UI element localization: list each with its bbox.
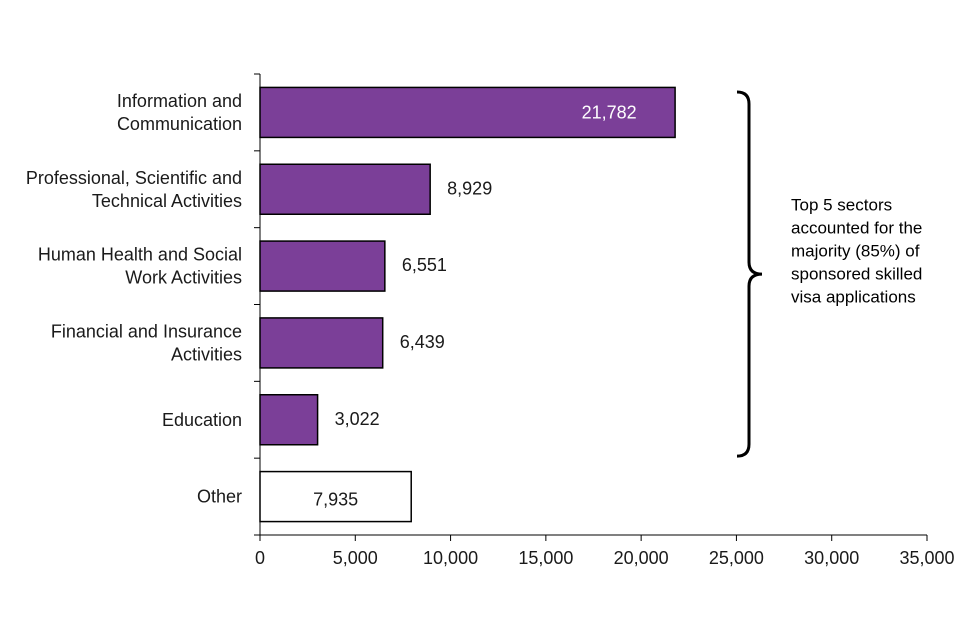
value-label-education: 3,022 xyxy=(335,409,380,429)
x-tick-label: 35,000 xyxy=(899,548,954,568)
value-label-professional-scientific-and-technical-activities: 8,929 xyxy=(447,178,492,198)
value-label-other: 7,935 xyxy=(313,490,358,510)
x-tick-label: 15,000 xyxy=(518,548,573,568)
category-label-human-health-and-social-work-activities: Human Health and Social Work Activities xyxy=(38,245,242,288)
x-tick-label: 25,000 xyxy=(709,548,764,568)
annotation-group: Top 5 sectors accounted for the majority (… xyxy=(736,90,922,458)
bars-group: 21,782 8,929 6,551 6,439 3,022 7,935 xyxy=(259,86,676,523)
curly-bracket xyxy=(736,90,763,458)
category-label-professional-scientific-and-technical-activities: Professional, Scientific and Technical Ac… xyxy=(26,168,242,211)
bar-human-health-and-social-work-activities xyxy=(259,240,386,292)
bar-professional-scientific-and-technical-activities xyxy=(259,163,431,215)
x-tick-label: 5,000 xyxy=(333,548,378,568)
bar-other xyxy=(259,470,412,523)
value-label-human-health-and-social-work-activities: 6,551 xyxy=(402,255,447,275)
x-tick-label: 10,000 xyxy=(423,548,478,568)
x-tick-label: 30,000 xyxy=(804,548,859,568)
category-label-financial-and-insurance-activities: Financial and Insurance Activities xyxy=(51,321,242,364)
bar-information-and-communication xyxy=(259,86,676,139)
x-tick-label: 20,000 xyxy=(614,548,669,568)
bar-financial-and-insurance-activities xyxy=(259,317,384,369)
x-tick-label: 0 xyxy=(255,548,265,568)
annotation-text: Top 5 sectors accounted for the majority (… xyxy=(791,196,922,307)
category-label-education: Education xyxy=(162,410,242,430)
value-label-financial-and-insurance-activities: 6,439 xyxy=(400,332,445,352)
axes-group: Information and Communication Professional… xyxy=(26,73,955,568)
category-label-other: Other xyxy=(197,487,242,507)
category-label-information-and-communication: Information and Communication xyxy=(117,91,242,134)
bar-education xyxy=(259,394,319,446)
value-label-information-and-communication: 21,782 xyxy=(582,102,637,122)
